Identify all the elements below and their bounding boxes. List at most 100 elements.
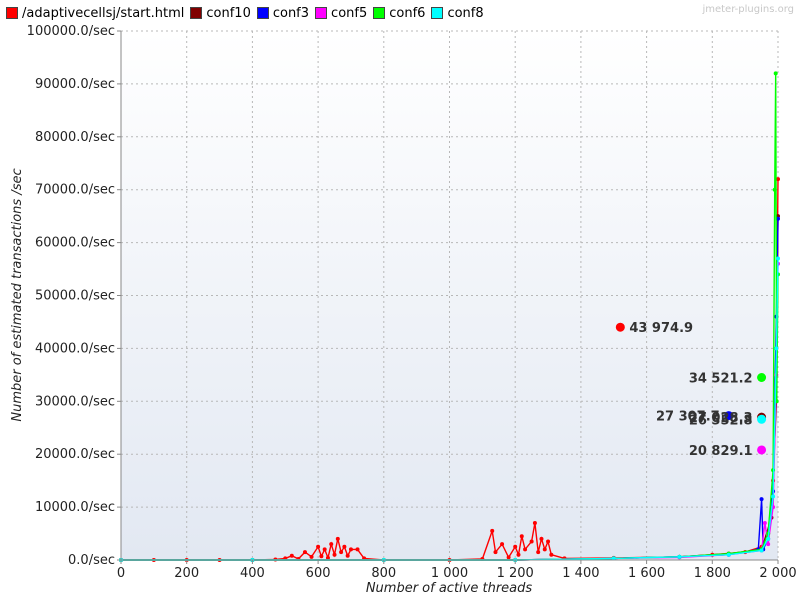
- data-point: [322, 547, 327, 552]
- callout: 43 974.9: [615, 321, 693, 336]
- x-tick-label: 400: [240, 566, 265, 581]
- data-point: [332, 552, 337, 557]
- data-point: [289, 553, 294, 558]
- callout: 34 521.2: [689, 371, 767, 386]
- y-tick-label: 10000.0/sec: [35, 500, 115, 515]
- callout: 26 552.8: [689, 413, 767, 428]
- data-point: [772, 187, 777, 192]
- data-point: [355, 547, 360, 552]
- data-point: [529, 539, 534, 544]
- x-tick-label: 0: [117, 566, 125, 581]
- x-tick-label: 1 600: [628, 566, 665, 581]
- y-tick-label: 0.0/sec: [68, 553, 115, 568]
- data-point: [536, 550, 541, 555]
- data-point: [774, 346, 779, 351]
- callout-dot: [757, 414, 767, 424]
- legend-label: conf8: [447, 5, 484, 21]
- legend-swatch: [431, 7, 444, 19]
- legend-item: conf8: [431, 5, 484, 21]
- data-point: [316, 544, 321, 549]
- callout-label: 27 028.3: [689, 411, 753, 426]
- y-tick-label: 20000.0/sec: [35, 447, 115, 462]
- data-point: [762, 520, 767, 525]
- data-point: [325, 555, 330, 560]
- legend-item: conf6: [373, 6, 425, 21]
- legend: /adaptivecellsj/start.html conf10 conf3 con…: [0, 0, 800, 26]
- data-point: [677, 554, 682, 559]
- callout-dot: [724, 411, 734, 421]
- x-tick-label: 1 200: [497, 566, 534, 581]
- y-tick-label: 60000.0/sec: [35, 236, 115, 251]
- legend-swatch: [190, 7, 203, 19]
- legend-swatch: [256, 7, 269, 19]
- data-point: [302, 550, 307, 555]
- data-point: [549, 552, 554, 557]
- data-point: [506, 555, 511, 560]
- data-point: [759, 548, 764, 553]
- data-point: [345, 553, 350, 558]
- data-point: [516, 552, 521, 557]
- data-point: [532, 520, 537, 525]
- callout-label: 27 307.7: [656, 410, 720, 425]
- data-point: [776, 216, 780, 221]
- legend-item: /adaptivecellsj/start.html: [6, 6, 184, 21]
- y-tick-label: 80000.0/sec: [35, 130, 115, 145]
- legend-item: conf3: [256, 5, 310, 21]
- data-point: [335, 536, 340, 541]
- callout: 20 829.1: [689, 444, 767, 459]
- x-tick-label: 1 400: [562, 566, 599, 581]
- y-axis-ticks: 0.0/sec 10000.0/sec 20000.0/sec 30000.0/sec…: [27, 24, 121, 568]
- data-point: [539, 536, 544, 541]
- legend-label: conf10: [206, 5, 251, 21]
- watermark: jmeter-plugins.org: [702, 4, 794, 15]
- callout: 27 307.7: [656, 410, 734, 425]
- x-axis-title: Number of active threads: [366, 581, 533, 596]
- data-point: [500, 542, 505, 547]
- y-tick-label: 90000.0/sec: [35, 77, 115, 92]
- grid: [121, 30, 779, 560]
- x-tick-label: 200: [174, 566, 199, 581]
- callout-label: 26 552.8: [689, 413, 753, 428]
- data-point: [519, 534, 524, 539]
- legend-swatch: [315, 7, 328, 19]
- x-tick-label: 1 800: [694, 566, 731, 581]
- data-point: [493, 550, 498, 555]
- data-point: [776, 256, 780, 261]
- data-point: [339, 550, 344, 555]
- y-tick-label: 30000.0/sec: [35, 394, 115, 409]
- data-point: [523, 547, 528, 552]
- data-point: [546, 539, 551, 544]
- data-point: [513, 544, 518, 549]
- legend-label: /adaptivecellsj/start.html: [22, 5, 185, 21]
- data-point: [766, 542, 771, 547]
- x-tick-label: 1 000: [431, 566, 468, 581]
- data-point: [726, 552, 731, 557]
- y-tick-label: 100000.0/sec: [27, 24, 115, 39]
- legend-item: conf10: [190, 5, 251, 21]
- y-axis-title: Number of estimated transactions /sec: [10, 168, 25, 421]
- callout-dot: [757, 372, 767, 382]
- legend-swatch: [6, 7, 18, 19]
- data-point: [771, 494, 776, 499]
- callout-label: 34 521.2: [689, 371, 753, 386]
- legend-label: conf5: [331, 5, 368, 21]
- data-point: [490, 528, 495, 533]
- legend-label: conf3: [272, 5, 310, 21]
- legend-swatch: [373, 7, 386, 19]
- x-tick-label: 2 000: [759, 566, 796, 581]
- callout-dot: [757, 445, 767, 455]
- callout-label: 20 829.1: [689, 444, 753, 459]
- data-point: [348, 547, 353, 552]
- y-tick-label: 50000.0/sec: [35, 289, 115, 304]
- x-axis-ticks: 0 200 400 600 800 1 000 1 200 1 400 1 600 1 800 2 …: [117, 560, 797, 581]
- data-point: [776, 177, 780, 182]
- y-tick-label: 70000.0/sec: [35, 183, 115, 198]
- x-tick-label: 800: [371, 566, 396, 581]
- legend-label: conf6: [389, 5, 426, 21]
- callout-layer: 43 974.9 34 521.2 27 307.727 028.326 552.8…: [615, 321, 767, 459]
- legend-item: conf5: [315, 6, 367, 21]
- data-point: [759, 497, 764, 502]
- data-point: [773, 71, 778, 76]
- plot-area: [121, 31, 778, 560]
